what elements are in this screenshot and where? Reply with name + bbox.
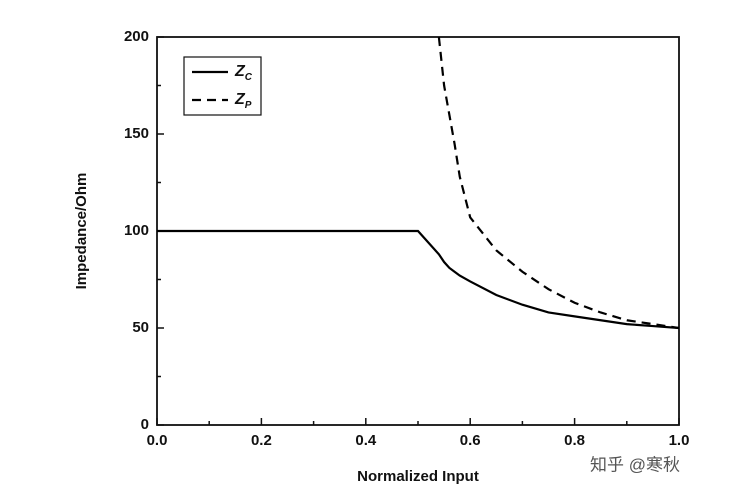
series-line xyxy=(157,229,679,330)
legend-name: Z xyxy=(234,63,246,80)
x-tick-label: 0.8 xyxy=(564,432,585,449)
x-tick-label: 0.4 xyxy=(355,432,377,449)
x-tick-label: 0.6 xyxy=(460,432,481,449)
legend-label: ZC xyxy=(234,63,253,82)
x-tick-label: 0.0 xyxy=(147,432,168,449)
x-tick-label: 0.2 xyxy=(251,432,272,449)
x-axis-label: Normalized Input xyxy=(357,468,479,485)
series-line xyxy=(437,37,679,330)
legend-box xyxy=(183,56,262,116)
y-tick-label: 0 xyxy=(141,416,149,433)
y-tick-label: 50 xyxy=(132,319,149,336)
y-axis-label: Impedance/Ohm xyxy=(73,173,90,290)
y-tick-label: 200 xyxy=(124,28,149,45)
watermark: 知乎 @寒秋 xyxy=(590,455,680,474)
legend-name: Z xyxy=(234,91,246,108)
legend-label: ZP xyxy=(234,91,252,110)
y-tick-label: 100 xyxy=(124,222,149,239)
y-tick-label: 150 xyxy=(124,125,149,142)
legend-subscript: P xyxy=(245,100,252,111)
legend-subscript: C xyxy=(245,72,253,83)
x-tick-label: 1.0 xyxy=(669,432,690,449)
